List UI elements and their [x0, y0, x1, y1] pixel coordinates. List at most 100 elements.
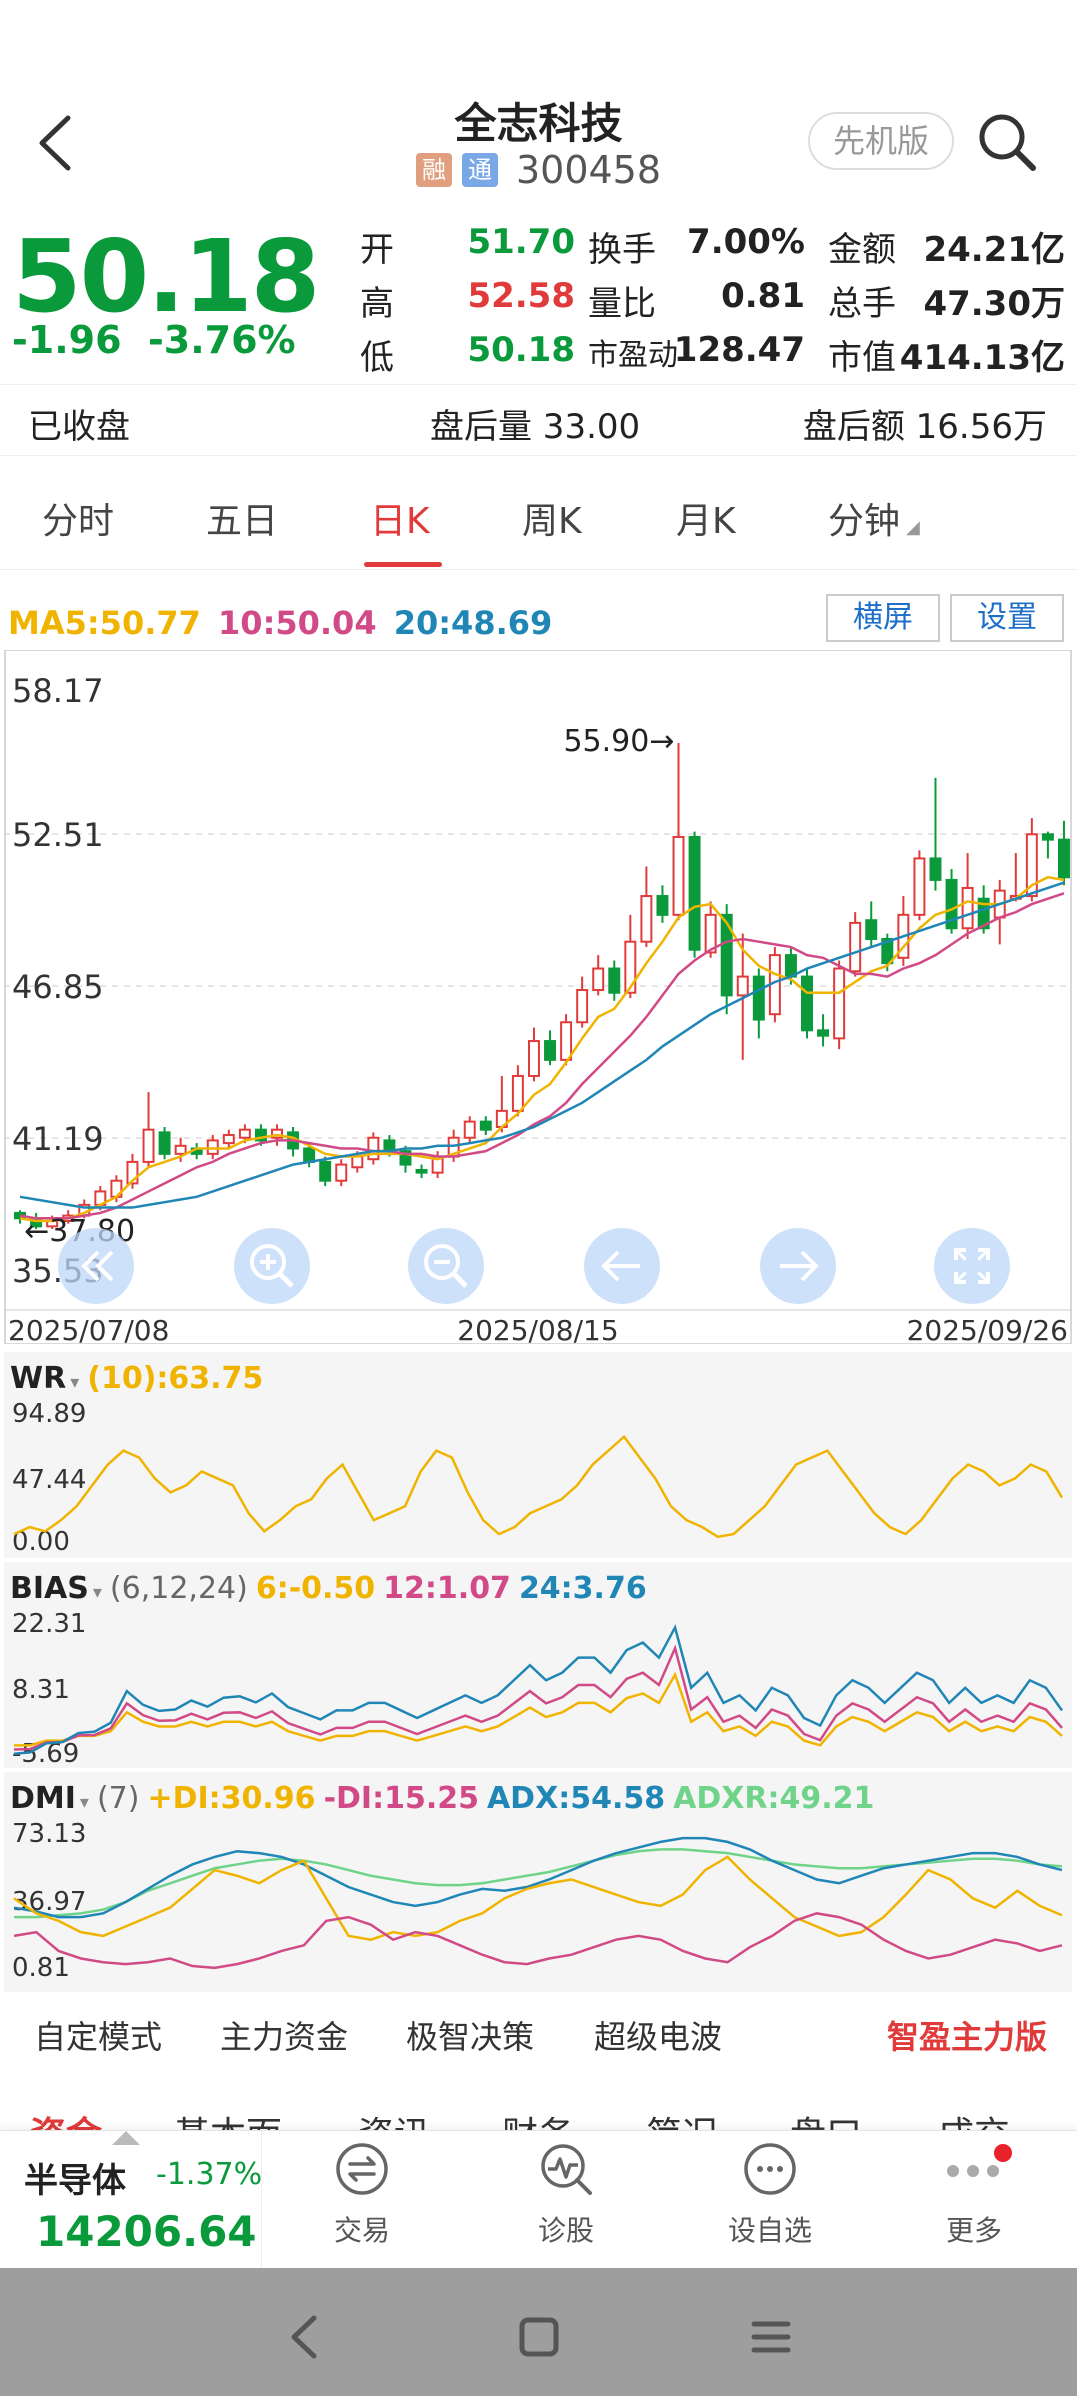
ma-legend: MA5:50.77 10:50.04 20:48.69: [8, 604, 552, 642]
dmi-tick-label: 0.81: [12, 1953, 70, 1983]
tab-minute[interactable]: 分钟 ◢: [828, 492, 920, 544]
indicator-value: (6,12,24): [110, 1571, 248, 1606]
detail-tabs-clipped: 资金 基本面 资讯 财务 简况 盘口 成交: [0, 2080, 1077, 2130]
candle-body: [126, 1160, 139, 1185]
dmi-tick-label: 73.13: [12, 1819, 86, 1849]
zoom-in-icon[interactable]: [234, 1228, 310, 1304]
candle-body: [865, 919, 878, 941]
candle-body: [801, 975, 813, 1032]
left-arrow-icon[interactable]: [584, 1228, 660, 1304]
quote-label: 换手: [588, 230, 656, 270]
back-arrow-icon[interactable]: [30, 108, 80, 178]
candle-body: [303, 1147, 316, 1163]
quote-label: 开: [360, 230, 394, 270]
tab-fundamentals[interactable]: 基本面: [174, 2106, 282, 2130]
quote-value: 47.30万: [923, 284, 1065, 324]
sector-index[interactable]: 半导体 -1.37% 14206.64: [0, 2131, 262, 2271]
tab-orderbook[interactable]: 盘口: [790, 2106, 862, 2130]
tab-weekly-k[interactable]: 周K: [522, 501, 582, 542]
candle-body: [881, 938, 894, 965]
wr-tick-label: 47.44: [12, 1465, 86, 1495]
trade-icon: [336, 2143, 388, 2195]
candle-body: [833, 967, 846, 1040]
system-nav-bar: [0, 2268, 1077, 2396]
candle-body: [271, 1128, 283, 1139]
system-back-icon[interactable]: [280, 2312, 330, 2362]
indicator-name: BIAS: [10, 1571, 89, 1606]
candle-body: [817, 1029, 830, 1037]
more-icon: [947, 2144, 1012, 2177]
tab-five-day[interactable]: 五日: [206, 501, 279, 542]
tab-daily-k[interactable]: 日K: [370, 501, 430, 542]
candle-body: [319, 1160, 332, 1182]
pc-version-button[interactable]: 先机版: [808, 112, 954, 170]
bias-panel-bg: [4, 1562, 1072, 1768]
nav-trade-label: 交易: [333, 2214, 390, 2247]
candle-body: [142, 1128, 155, 1163]
ma5-line: [19, 875, 1065, 1223]
tong-badge: 通: [461, 153, 498, 187]
zoom-out-icon[interactable]: [408, 1228, 484, 1304]
after-hours-amount: 盘后额 16.56万: [802, 407, 1047, 447]
landscape-button[interactable]: 横屏: [826, 594, 940, 642]
tab-custom-mode[interactable]: 自定模式: [34, 2018, 163, 2056]
quote-row: 开 51.70 换手 7.00% 金额 24.21亿: [360, 222, 1070, 274]
candle-body: [784, 954, 797, 978]
candle-body: [335, 1163, 348, 1182]
system-home-icon[interactable]: [514, 2312, 564, 2362]
tab-finance[interactable]: 财务: [502, 2106, 574, 2130]
nav-add-watchlist-label: 设自选: [727, 2214, 812, 2247]
tab-intraday[interactable]: 分时: [42, 501, 115, 542]
candle-body: [945, 878, 958, 930]
bias12-line: [13, 1644, 1063, 1751]
nav-trade[interactable]: 交易: [282, 2139, 442, 2249]
indicator-value: 6:-0.50: [256, 1571, 375, 1606]
after-hours-row: 已收盘 盘后量 33.00 盘后额 16.56万: [0, 384, 1077, 456]
candle-body: [206, 1139, 219, 1155]
fullscreen-icon[interactable]: [934, 1228, 1010, 1304]
quote-value: 414.13亿: [899, 338, 1065, 378]
candle-body: [463, 1120, 476, 1139]
stock-code-row: 融 通 300458: [0, 148, 1077, 192]
candle-body: [544, 1040, 557, 1061]
candle-body: [704, 913, 717, 954]
rewind-icon[interactable]: [58, 1228, 134, 1304]
indicator-legend[interactable]: DMI ▾ (7) +DI:30.96 -DI:15.25 ADX:54.58 ADXR:4…: [10, 1781, 874, 1816]
market-closed-label: 已收盘: [28, 407, 130, 447]
tab-zhiying-pro[interactable]: 智盈主力版: [886, 2018, 1047, 2056]
tab-smart-decision[interactable]: 极智决策: [406, 2018, 535, 2056]
indicator-value: 12:1.07: [383, 1571, 511, 1606]
y-tick-label: 52.51: [12, 816, 104, 854]
sector-change-percent: -1.37%: [156, 2157, 263, 2192]
tab-trades[interactable]: 成交: [938, 2106, 1010, 2130]
search-icon[interactable]: [975, 110, 1039, 174]
nav-add-watchlist[interactable]: 设自选: [690, 2139, 850, 2249]
indicator-value: -DI:15.25: [324, 1781, 479, 1816]
tab-monthly-k[interactable]: 月K: [676, 501, 736, 542]
settings-button[interactable]: 设置: [950, 594, 1064, 642]
tab-super-wave[interactable]: 超级电波: [594, 2018, 723, 2056]
candle-body: [592, 967, 605, 992]
candle-body: [929, 857, 942, 881]
tab-funds[interactable]: 资金: [30, 2106, 102, 2130]
candle-body: [351, 1155, 364, 1169]
candle-body: [624, 940, 637, 994]
system-menu-icon[interactable]: [746, 2312, 796, 2362]
indicator-legend[interactable]: BIAS ▾ (6,12,24) 6:-0.50 12:1.07 24:3.76: [10, 1571, 647, 1606]
ma20-line: [19, 881, 1065, 1209]
indicator-value: (10):63.75: [87, 1361, 263, 1396]
tab-main-funds[interactable]: 主力资金: [220, 2018, 349, 2056]
quote-value: 128.47: [673, 330, 805, 370]
stock-name: 全志科技: [454, 99, 623, 148]
indicator-legend[interactable]: WR ▾ (10):63.75: [10, 1361, 263, 1396]
current-price: 50.18: [12, 218, 320, 335]
right-arrow-icon[interactable]: [760, 1228, 836, 1304]
tab-news[interactable]: 资讯: [358, 2106, 430, 2130]
header: 全志科技 融 通 300458 先机版: [0, 0, 1077, 210]
nav-diagnose[interactable]: 诊股: [486, 2139, 646, 2249]
tab-profile[interactable]: 简况: [646, 2106, 718, 2130]
nav-more[interactable]: 更多: [894, 2139, 1054, 2249]
quote-value: 50.18: [467, 330, 575, 370]
